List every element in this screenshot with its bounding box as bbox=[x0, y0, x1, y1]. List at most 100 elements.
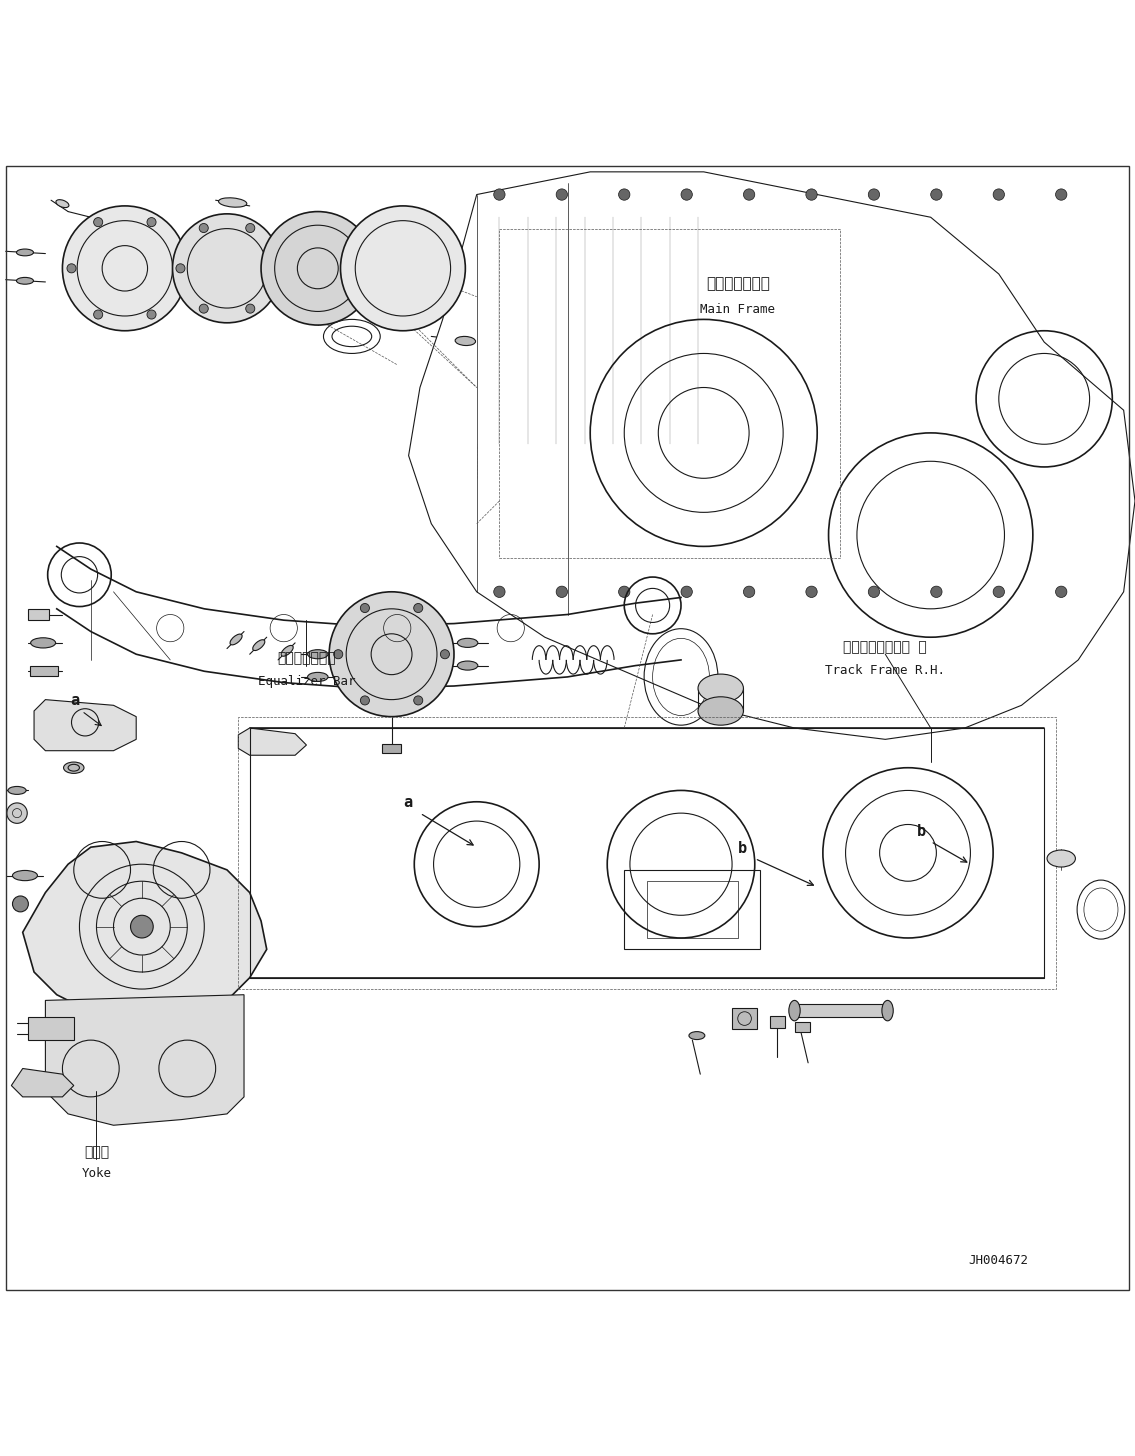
Bar bbox=[732, 1009, 757, 1029]
Polygon shape bbox=[23, 842, 267, 1018]
Polygon shape bbox=[11, 1069, 74, 1096]
Text: b: b bbox=[738, 842, 747, 856]
Circle shape bbox=[993, 189, 1004, 201]
Circle shape bbox=[246, 223, 255, 233]
Text: メインフレーム: メインフレーム bbox=[706, 277, 770, 291]
Ellipse shape bbox=[698, 674, 743, 702]
Circle shape bbox=[334, 649, 343, 658]
Circle shape bbox=[93, 217, 103, 227]
Circle shape bbox=[619, 587, 630, 597]
Ellipse shape bbox=[455, 336, 476, 345]
Circle shape bbox=[556, 587, 568, 597]
Text: Yoke: Yoke bbox=[82, 1166, 111, 1179]
Circle shape bbox=[806, 189, 817, 201]
Circle shape bbox=[67, 264, 76, 272]
Ellipse shape bbox=[281, 645, 293, 657]
Circle shape bbox=[12, 895, 28, 911]
Ellipse shape bbox=[56, 199, 69, 208]
Ellipse shape bbox=[689, 1032, 705, 1040]
Circle shape bbox=[413, 603, 423, 613]
Circle shape bbox=[619, 189, 630, 201]
Circle shape bbox=[556, 189, 568, 201]
Circle shape bbox=[681, 587, 692, 597]
Circle shape bbox=[360, 696, 369, 705]
Ellipse shape bbox=[789, 1000, 800, 1021]
Ellipse shape bbox=[698, 697, 743, 725]
Text: ヨーク: ヨーク bbox=[84, 1146, 109, 1159]
Text: イコライザーー: イコライザーー bbox=[277, 652, 336, 665]
Ellipse shape bbox=[16, 249, 34, 256]
Circle shape bbox=[62, 205, 187, 331]
Circle shape bbox=[440, 649, 449, 658]
Circle shape bbox=[931, 587, 942, 597]
Circle shape bbox=[1056, 189, 1067, 201]
Polygon shape bbox=[409, 172, 1135, 740]
Ellipse shape bbox=[12, 871, 37, 881]
Text: Equalizer Bar: Equalizer Bar bbox=[258, 676, 355, 689]
Circle shape bbox=[148, 310, 157, 319]
Bar bbox=[28, 1018, 74, 1040]
Ellipse shape bbox=[253, 639, 264, 651]
Text: JH004672: JH004672 bbox=[969, 1254, 1028, 1267]
Circle shape bbox=[246, 304, 255, 313]
Text: b: b bbox=[917, 824, 926, 839]
Bar bbox=[794, 1022, 810, 1032]
Circle shape bbox=[176, 264, 185, 272]
Bar bbox=[770, 1016, 785, 1028]
Ellipse shape bbox=[457, 638, 478, 648]
Bar bbox=[238, 716, 1056, 989]
Circle shape bbox=[743, 189, 755, 201]
Circle shape bbox=[993, 587, 1004, 597]
Ellipse shape bbox=[882, 1000, 893, 1021]
Circle shape bbox=[413, 696, 423, 705]
Ellipse shape bbox=[308, 649, 328, 658]
Circle shape bbox=[743, 587, 755, 597]
Circle shape bbox=[269, 264, 278, 272]
Polygon shape bbox=[34, 700, 136, 751]
Text: Main Frame: Main Frame bbox=[700, 303, 775, 316]
Circle shape bbox=[261, 211, 375, 325]
Circle shape bbox=[494, 189, 505, 201]
Circle shape bbox=[340, 205, 465, 331]
Circle shape bbox=[361, 603, 370, 613]
Text: Track Frame R.H.: Track Frame R.H. bbox=[825, 664, 945, 677]
Bar bbox=[647, 881, 738, 938]
Ellipse shape bbox=[457, 661, 478, 670]
Ellipse shape bbox=[64, 761, 84, 773]
Circle shape bbox=[7, 802, 27, 823]
Circle shape bbox=[681, 189, 692, 201]
Ellipse shape bbox=[219, 198, 246, 207]
Circle shape bbox=[173, 214, 281, 323]
Circle shape bbox=[494, 587, 505, 597]
Circle shape bbox=[329, 591, 454, 716]
Bar bbox=[28, 609, 49, 620]
Circle shape bbox=[131, 916, 153, 938]
Bar bbox=[499, 229, 840, 558]
Bar bbox=[382, 744, 401, 753]
Bar bbox=[792, 1003, 889, 1018]
Bar bbox=[624, 869, 760, 949]
Circle shape bbox=[868, 587, 880, 597]
Polygon shape bbox=[238, 728, 306, 756]
Circle shape bbox=[931, 189, 942, 201]
Ellipse shape bbox=[308, 673, 328, 681]
Bar bbox=[30, 665, 58, 676]
Text: a: a bbox=[403, 795, 412, 811]
Circle shape bbox=[806, 587, 817, 597]
Ellipse shape bbox=[1048, 850, 1076, 866]
Ellipse shape bbox=[8, 786, 26, 795]
Circle shape bbox=[200, 304, 209, 313]
Ellipse shape bbox=[230, 633, 242, 645]
Ellipse shape bbox=[31, 638, 56, 648]
Circle shape bbox=[200, 223, 209, 233]
Text: トラックフレーム 右: トラックフレーム 右 bbox=[843, 641, 927, 654]
Bar bbox=[250, 728, 1044, 977]
Text: a: a bbox=[70, 693, 79, 708]
Ellipse shape bbox=[16, 278, 34, 284]
Circle shape bbox=[148, 217, 157, 227]
Circle shape bbox=[1056, 587, 1067, 597]
Polygon shape bbox=[45, 994, 244, 1125]
Circle shape bbox=[868, 189, 880, 201]
Circle shape bbox=[174, 264, 183, 272]
Circle shape bbox=[93, 310, 102, 319]
